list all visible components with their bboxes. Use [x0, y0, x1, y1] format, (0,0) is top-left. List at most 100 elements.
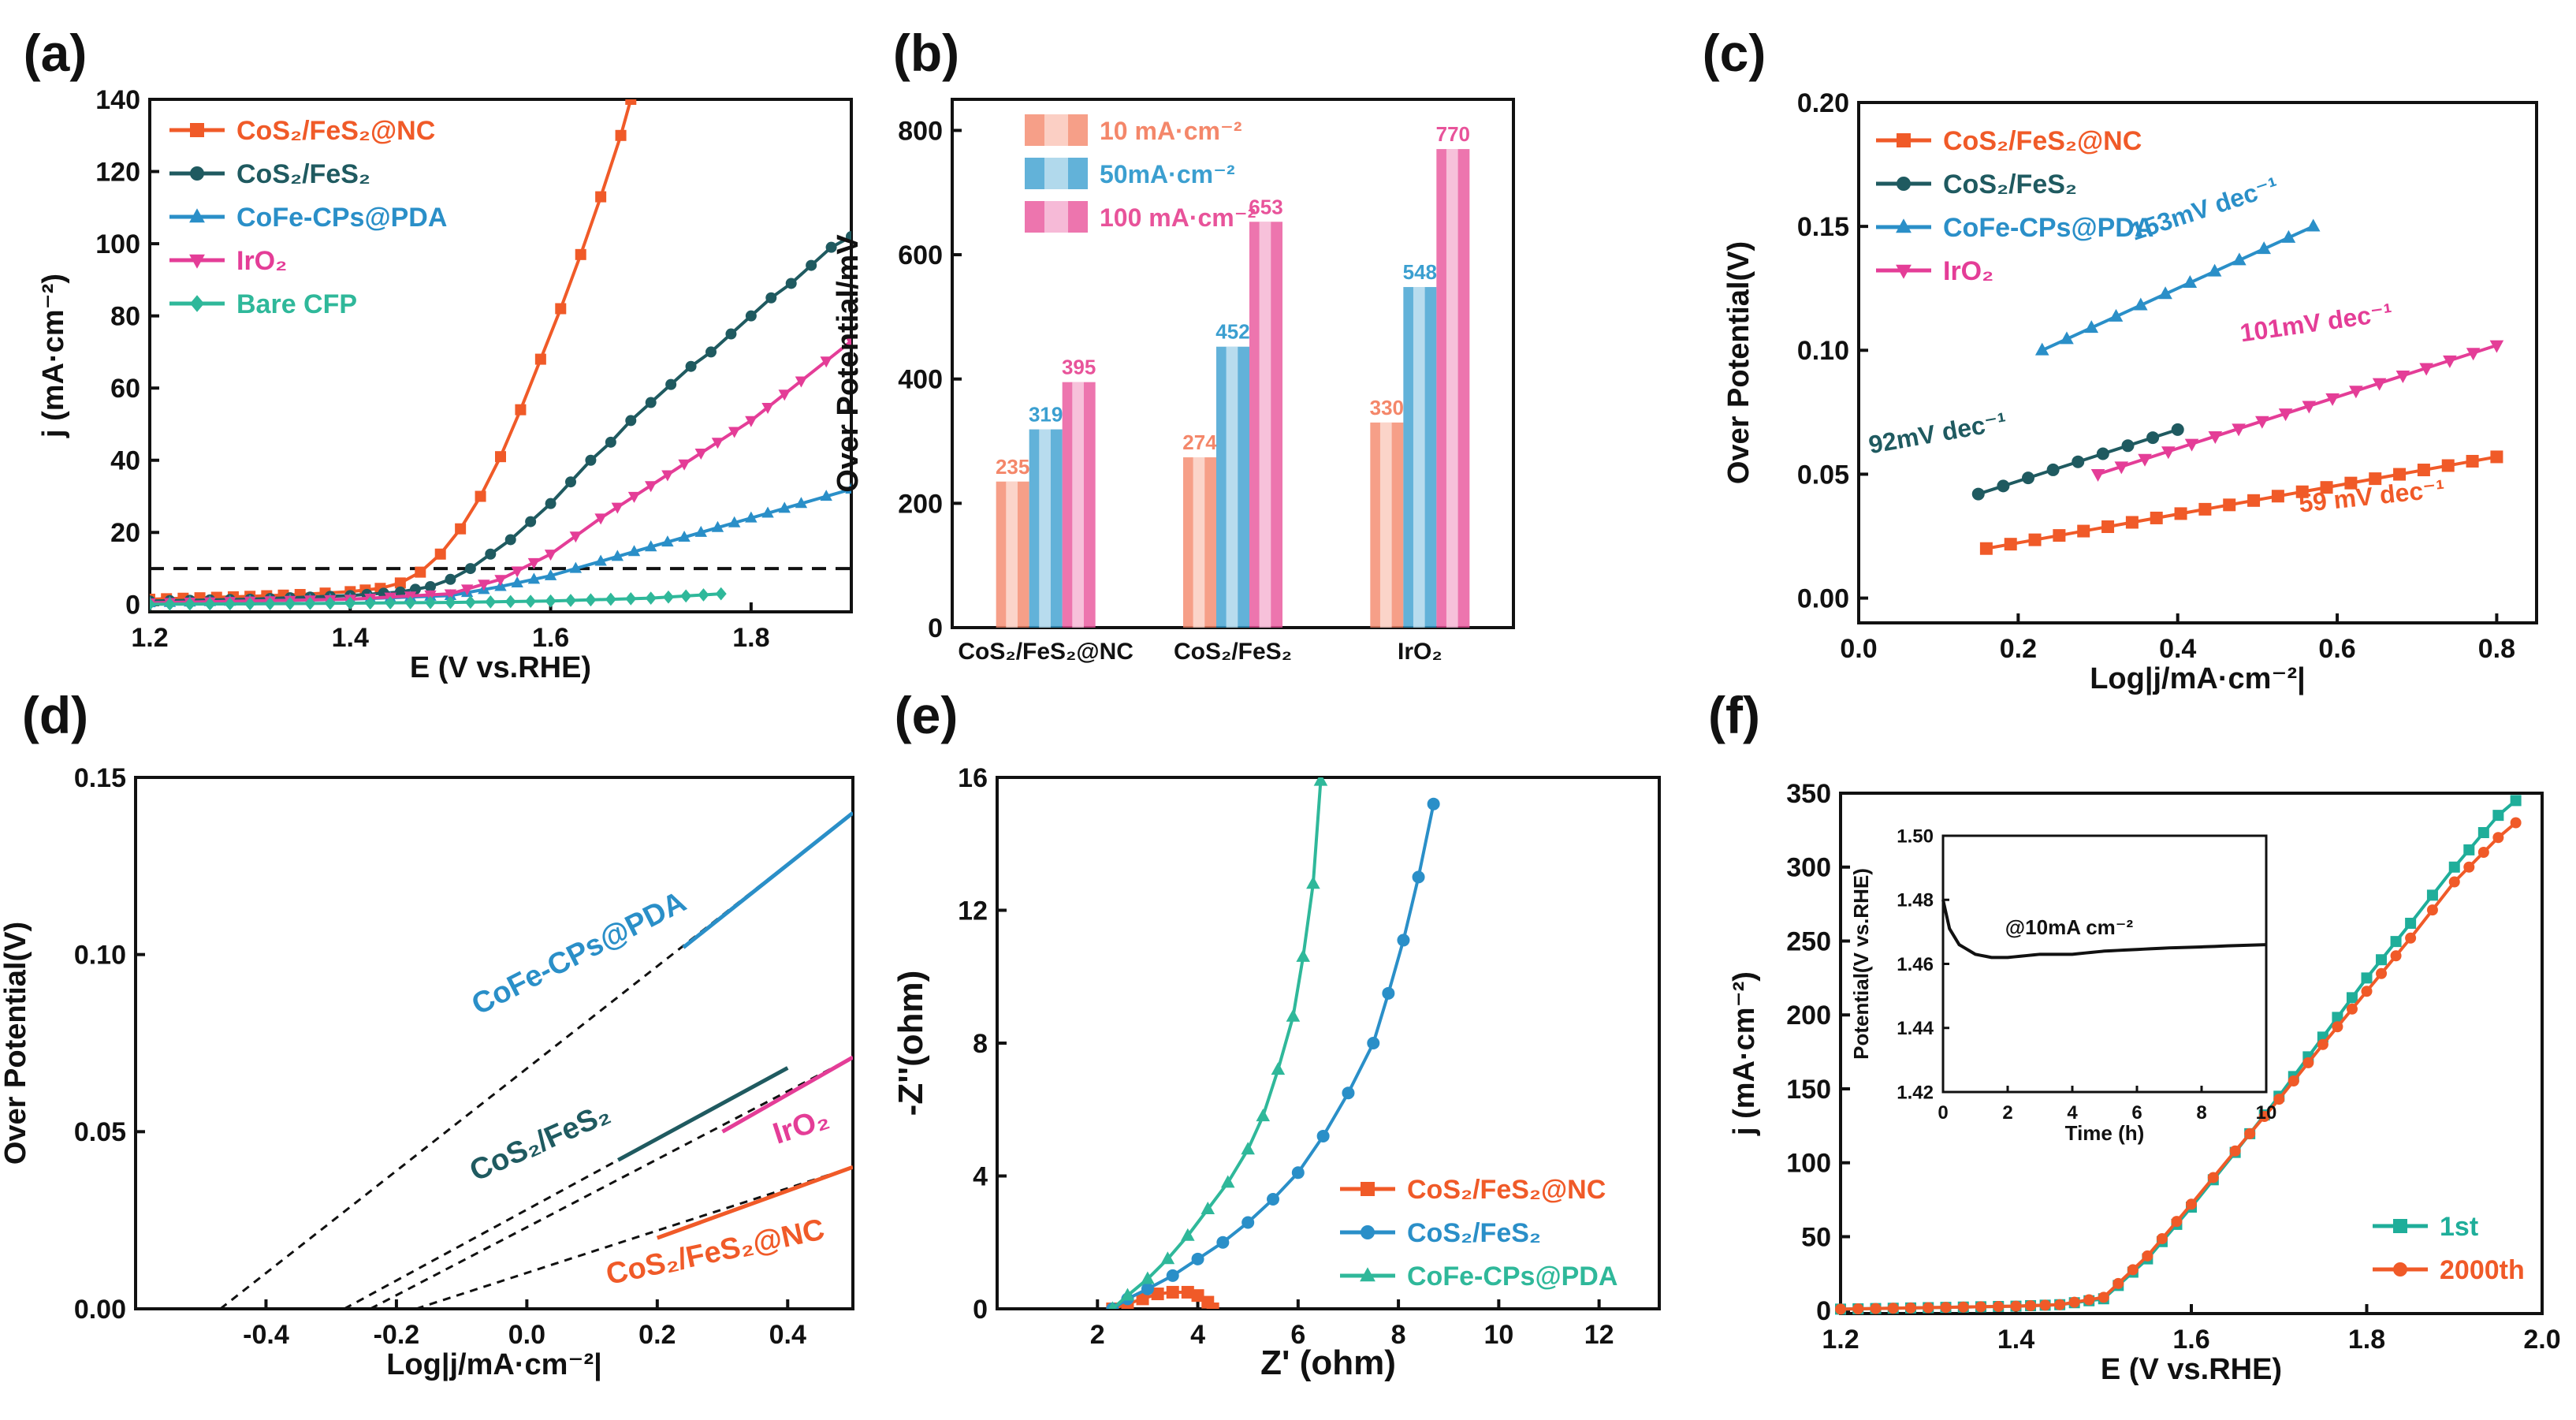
data-point [1316, 1129, 1330, 1142]
bar-value-label: 653 [1249, 195, 1282, 218]
data-point [1241, 1142, 1255, 1155]
data-point [1120, 1288, 1135, 1301]
bar-highlight [1413, 287, 1425, 628]
data-point [565, 476, 576, 488]
data-point [2174, 507, 2187, 520]
inset-background [1943, 836, 2266, 1092]
x-tick-label: 6 [1290, 1320, 1305, 1350]
panel-b: (b) 0 200 400 600 800 Over Potential/mV CoS₂/Fe… [832, 24, 1515, 665]
data-point [569, 531, 583, 543]
data-point [1201, 1202, 1215, 1215]
data-point [460, 584, 474, 596]
data-point [661, 470, 674, 482]
data-point [2390, 936, 2402, 948]
data-point [645, 481, 657, 493]
y-tick-label: 0 [1816, 1296, 1831, 1326]
data-point [846, 230, 851, 242]
data-point [795, 497, 808, 509]
y-tick-label: 150 [1786, 1075, 1831, 1105]
data-point [1975, 1301, 1986, 1313]
axes: -0.4 -0.2 0.0 0.2 0.4 0.00 0.05 0.10 0.15 Log|j/m… [0, 763, 854, 1381]
data-point [485, 548, 497, 560]
data-point [778, 501, 791, 513]
data-point [694, 525, 707, 537]
y-tick-label: 120 [95, 157, 140, 187]
y-axis-label: j (mA·cm⁻²) [37, 274, 70, 438]
bar-highlight [1006, 481, 1018, 628]
x-axis-label: Log|j/mA·cm⁻²| [386, 1348, 602, 1381]
data-point [2346, 1003, 2358, 1015]
x-tick-label: 0.4 [2159, 634, 2196, 664]
data-point [394, 577, 406, 589]
bar-value-label: 330 [1370, 396, 1404, 419]
y-tick-label: 0.05 [74, 1117, 126, 1147]
data-point [2072, 455, 2085, 468]
data-point [2114, 461, 2129, 475]
data-point [585, 593, 597, 607]
y-axis-label: Over Potential/mV [832, 234, 865, 493]
data-point [2361, 972, 2373, 984]
data-point [761, 506, 774, 518]
series-line [150, 340, 851, 605]
data-point [455, 523, 467, 535]
y-tick-label: 1.42 [1897, 1082, 1934, 1103]
y-tick-label: 8 [973, 1029, 988, 1059]
axes: 0 2 4 6 8 10 1.42 1.44 1.46 1.48 1.50 Time (h) Poten… [1849, 826, 2276, 1144]
x-tick-label: 12 [1584, 1320, 1614, 1350]
x-tick-label: 6 [2131, 1102, 2142, 1124]
data-point [2419, 363, 2433, 376]
panel-a: (a) 1.2 1.4 1.6 1.8 0 20 40 60 80 100 120 140 E (V vs… [24, 24, 853, 684]
x-tick-label: 0.8 [2478, 634, 2515, 664]
data-point [1361, 1225, 1375, 1239]
y-tick-label: 1.48 [1897, 890, 1934, 911]
data-point [1141, 1282, 1154, 1295]
data-point [2090, 469, 2105, 483]
y-tick-label: 200 [898, 489, 943, 519]
x-tick-label: 1.6 [2172, 1325, 2209, 1355]
slope-annotation: 153mV dec⁻¹ [2127, 171, 2281, 245]
inset-chart: 0 2 4 6 8 10 1.42 1.44 1.46 1.48 1.50 Time (h) Poten… [1849, 826, 2276, 1144]
series-line [682, 811, 853, 949]
data-point [1241, 1216, 1255, 1229]
series-label: CoS₂/FeS₂@NC [603, 1213, 828, 1291]
data-point [385, 596, 396, 610]
data-point [534, 353, 546, 365]
y-axis-label: Over Potential(V) [0, 922, 32, 1165]
data-point [678, 530, 691, 542]
legend-label: CoS₂/FeS₂@NC [1943, 126, 2142, 156]
data-point [2332, 1021, 2343, 1033]
data-point [820, 490, 832, 501]
data-point [304, 596, 316, 610]
data-point [2441, 459, 2455, 472]
y-axis-label: Potential(V vs.RHE) [1849, 868, 1873, 1060]
data-point [2142, 1250, 2153, 1262]
data-point [1313, 777, 1328, 786]
y-tick-label: 12 [958, 896, 988, 926]
data-point [605, 592, 616, 606]
bar-highlight [1259, 222, 1271, 628]
data-point [761, 403, 774, 415]
data-point [2113, 1277, 2124, 1289]
data-point [2317, 1038, 2328, 1050]
data-point [2229, 1145, 2241, 1157]
y-tick-label: 0.05 [1797, 460, 1849, 490]
slope-annotation: 92mV dec⁻¹ [1867, 407, 2009, 459]
data-point [2443, 355, 2457, 368]
data-point [394, 586, 406, 598]
data-point [2273, 1094, 2285, 1105]
data-point [569, 561, 583, 573]
bar-highlight [1446, 149, 1458, 628]
data-point [785, 278, 797, 289]
data-point [745, 511, 758, 523]
data-point [2125, 516, 2139, 529]
x-tick-label: 2.0 [2523, 1325, 2560, 1355]
data-point [2054, 1299, 2066, 1310]
data-point [364, 596, 376, 610]
extrapolation-line [415, 1165, 853, 1309]
data-point [190, 166, 204, 181]
data-point [1412, 870, 1425, 884]
x-tick-label: 0.6 [2318, 634, 2355, 664]
data-point [611, 550, 624, 561]
series-line [656, 1165, 853, 1240]
